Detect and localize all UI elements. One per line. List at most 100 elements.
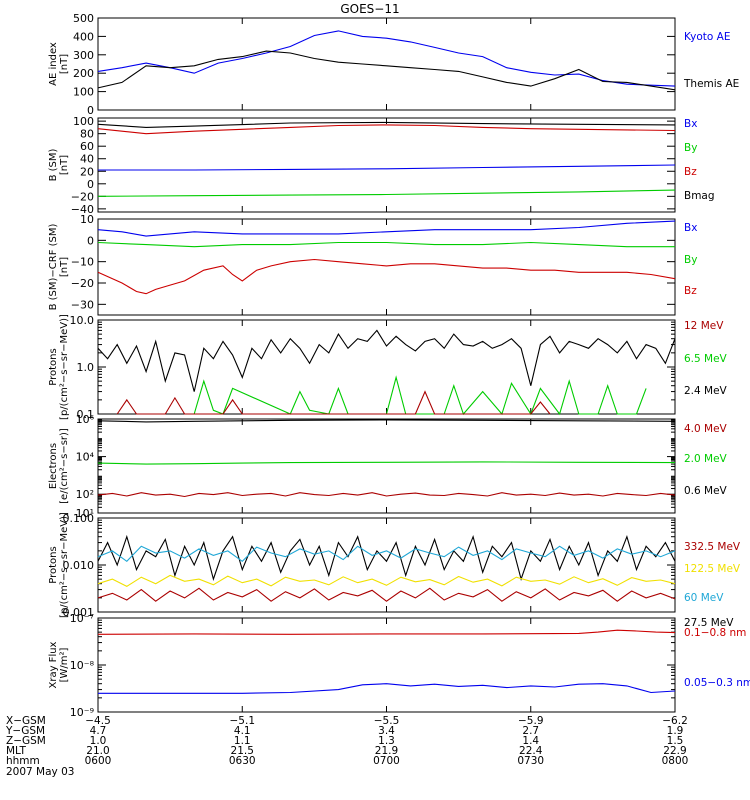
y-tick-label: −40: [71, 203, 94, 216]
y-axis-label: [e/(cm²−s−sr)]: [59, 428, 70, 504]
y-tick-label: 10.0: [70, 314, 95, 327]
legend-entry: 27.5 MeV: [684, 617, 734, 629]
y-tick-label: 0.001: [63, 606, 95, 619]
y-tick-label: 300: [73, 49, 94, 62]
y-axis-label: B (SM)−CRF (SM): [48, 223, 59, 310]
y-tick-label: 0: [87, 104, 94, 117]
panel-frame: [97, 17, 676, 111]
series-line-kyoto-ae: [97, 30, 676, 87]
x-tick-label: 21.0: [86, 745, 109, 757]
date-label: 2007 May 03: [6, 766, 74, 778]
y-tick-label: 0.100: [63, 512, 95, 525]
y-axis-label: [p/(cm²−s−sr−MeV)]: [59, 512, 70, 618]
series-line-2-4-mev: [97, 329, 676, 392]
legend-entry: Bx: [684, 118, 697, 130]
panel-frame: [97, 617, 676, 713]
y-axis-label: AE index: [48, 42, 59, 86]
y-tick-label: −20: [71, 190, 94, 203]
y-tick-label: 1.0: [77, 361, 95, 374]
y-tick-label: 10⁻⁸: [70, 659, 95, 672]
y-tick-label: 400: [73, 30, 94, 43]
series-line-bz: [97, 258, 676, 295]
legend-entry: Bz: [684, 285, 697, 297]
panel-frame: [97, 319, 676, 415]
y-axis-label: [p/(cm²−s−sr−MeV)]: [59, 314, 70, 420]
series-line-bz: [97, 124, 676, 135]
x-tick-label: 1.4: [522, 735, 539, 747]
panel-protons1: 0.1 1.0 10.0 Protons [p/(cm²−s−sr−MeV)] 12 Me…: [48, 314, 728, 421]
series-line-4-0-mev: [97, 492, 676, 498]
series-line-by: [97, 241, 675, 248]
legend-entry: 0.05−0.3 nm: [684, 677, 750, 689]
y-tick-label: 10: [80, 213, 94, 226]
panel-xray: 10⁻⁹ 10⁻⁸ 10⁻⁷ Xray Flux [W/m²] 0.1−0.8 nm 0.0…: [48, 612, 750, 719]
y-axis-label: [nT]: [59, 257, 70, 277]
x-tick-label: 1.0: [90, 735, 107, 747]
series-line-122-5-mev: [97, 574, 676, 588]
y-axis-label: [nT]: [59, 54, 70, 74]
x-tick-label: 0730: [517, 755, 544, 767]
x-tick-label: 0600: [85, 755, 112, 767]
legend-entry: 2.0 MeV: [684, 453, 728, 465]
panel-frame: [97, 218, 676, 316]
x-tick-label: 0630: [229, 755, 256, 767]
x-tick-label: 21.9: [375, 745, 398, 757]
legend-entry: 60 MeV: [684, 592, 724, 604]
y-tick-label: 10⁴: [76, 451, 95, 464]
series-line-themis-ae: [97, 50, 676, 91]
y-tick-label: −20: [71, 277, 94, 290]
x-row-label: X−GSM: [6, 715, 46, 727]
series-line-12-mev: [116, 390, 551, 415]
series-line-bx: [97, 220, 676, 237]
x-tick-label: 2.7: [522, 725, 539, 737]
y-tick-label: 10¹: [76, 507, 94, 520]
x-tick-label: 1.9: [667, 725, 684, 737]
legend-entry: 0.1−0.8 nm: [684, 627, 746, 639]
legend-entry: 122.5 MeV: [684, 563, 741, 575]
legend-entry: By: [684, 142, 697, 154]
x-tick-label: −4.5: [85, 715, 111, 727]
y-tick-label: 500: [73, 12, 94, 25]
y-axis-label: Xray Flux: [48, 641, 59, 688]
series-line-bx: [98, 164, 676, 171]
y-axis-label: [W/m²]: [59, 647, 70, 682]
x-tick-label: −5.1: [230, 715, 256, 727]
series-line-bmag: [97, 121, 676, 128]
y-tick-label: 10⁻⁷: [70, 612, 94, 625]
panel-frame: [97, 418, 676, 514]
series-line-0-1-0-8-nm: [97, 629, 676, 635]
y-axis-label: [nT]: [59, 155, 70, 175]
y-tick-label: 0.1: [77, 408, 95, 421]
x-tick-label: 22.4: [519, 745, 543, 757]
legend-entry: 0.6 MeV: [684, 485, 728, 497]
legend-entry: Bx: [684, 222, 697, 234]
legend-entry: 12 MeV: [684, 320, 724, 332]
legend-entry: Bz: [684, 166, 697, 178]
y-tick-label: 10⁻⁹: [70, 706, 94, 719]
y-tick-label: 0: [87, 178, 94, 191]
series-line-332-5-mev: [97, 587, 676, 602]
x-row-label: Z−GSM: [6, 735, 46, 747]
x-tick-label: 1.5: [667, 735, 684, 747]
x-tick-label: 1.3: [378, 735, 395, 747]
panel-protons2: 0.001 0.010 0.100 Protons [p/(cm²−s−sr−MeV)]…: [48, 512, 741, 629]
panel-ae: 100 200 300 400 500 0 AE index [nT] Kyoto AE Them…: [48, 12, 739, 117]
x-tick-label: 4.7: [90, 725, 107, 737]
x-tick-label: 3.4: [378, 725, 395, 737]
y-tick-label: 200: [73, 67, 94, 80]
series-line-0-05-0-3-nm: [98, 683, 676, 694]
y-tick-label: −10: [71, 256, 94, 269]
x-tick-label: 21.5: [231, 745, 254, 757]
y-tick-label: 20: [80, 165, 94, 178]
x-row-label: Y−GSM: [5, 725, 45, 737]
legend-entry: Kyoto AE: [684, 31, 730, 43]
legend-entry: 2.4 MeV: [684, 385, 728, 397]
panel-electrons: 10¹ 10² 10⁴ 10⁶ Electrons [e/(cm²−s−sr)] 4.0 M…: [48, 413, 728, 520]
x-tick-label: 22.9: [663, 745, 686, 757]
chart-title: GOES−11: [340, 2, 399, 16]
y-tick-label: 0.010: [63, 559, 95, 572]
legend-entry: By: [684, 254, 697, 266]
legend-entry: 6.5 MeV: [684, 353, 728, 365]
